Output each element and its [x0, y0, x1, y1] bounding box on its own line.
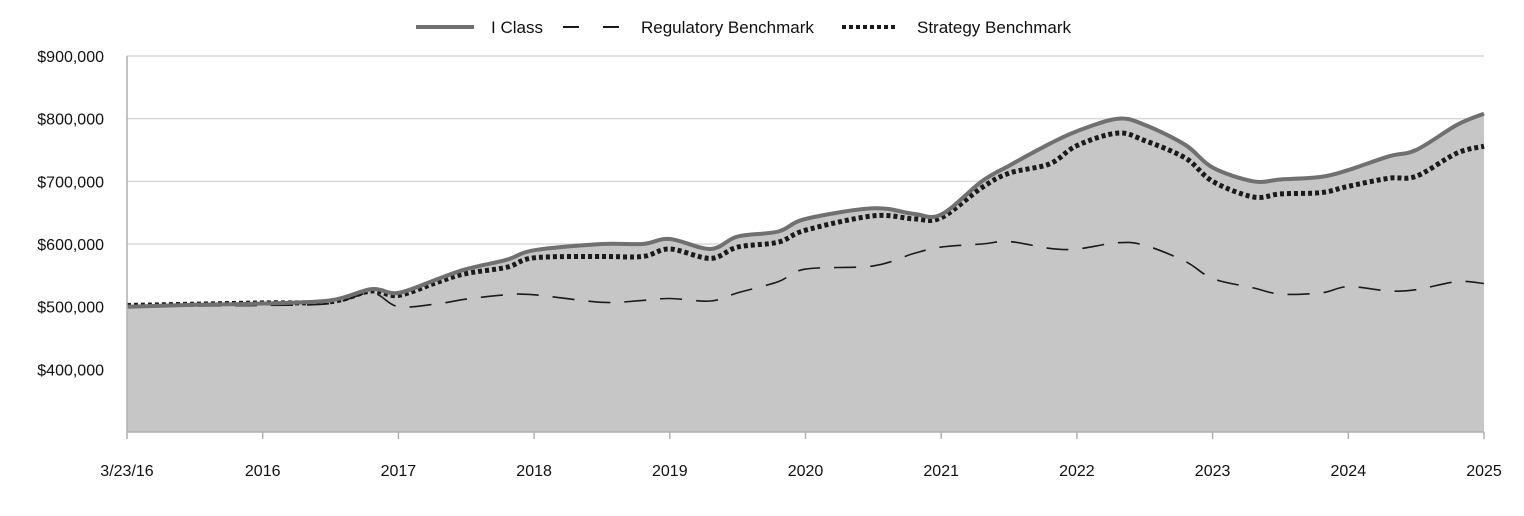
x-tick-label: 2023 — [1195, 463, 1231, 480]
series-lines — [126, 111, 1485, 309]
area-fill-i-class — [127, 113, 1484, 432]
x-tick-label: 2017 — [381, 463, 417, 480]
y-tick-label: $600,000 — [37, 237, 104, 254]
series-line-strategy-benchmark — [126, 130, 1485, 308]
axes: $400,000 $500,000 $600,000 $700,000 $800,000… — [37, 49, 1502, 480]
x-tick-label: 2024 — [1331, 463, 1367, 480]
y-tick-label: $800,000 — [37, 112, 104, 129]
x-tick-label: 2019 — [652, 463, 688, 480]
x-tick-label: 2016 — [245, 463, 281, 480]
y-tick-label: $500,000 — [37, 300, 104, 317]
x-tick-label: 2022 — [1059, 463, 1095, 480]
legend-label-i-class: I Class — [491, 18, 543, 37]
y-tick-label: $700,000 — [37, 174, 104, 191]
x-tick-label: 2025 — [1466, 463, 1502, 480]
y-tick-label: $900,000 — [37, 49, 104, 66]
x-tick-label: 2018 — [516, 463, 552, 480]
series-line-regulatory-benchmark — [126, 240, 1485, 308]
x-tick-label: 2021 — [923, 463, 959, 480]
x-tick-label: 3/23/16 — [100, 463, 153, 480]
legend-label-regulatory-benchmark: Regulatory Benchmark — [641, 18, 814, 37]
legend-label-strategy-benchmark: Strategy Benchmark — [917, 18, 1072, 37]
legend: I Class Regulatory Benchmark Strategy Be… — [416, 18, 1072, 37]
area-layer — [127, 113, 1484, 432]
x-tick-label: 2020 — [788, 463, 824, 480]
series-line-i-class — [126, 111, 1485, 309]
y-tick-label: $400,000 — [37, 362, 104, 379]
